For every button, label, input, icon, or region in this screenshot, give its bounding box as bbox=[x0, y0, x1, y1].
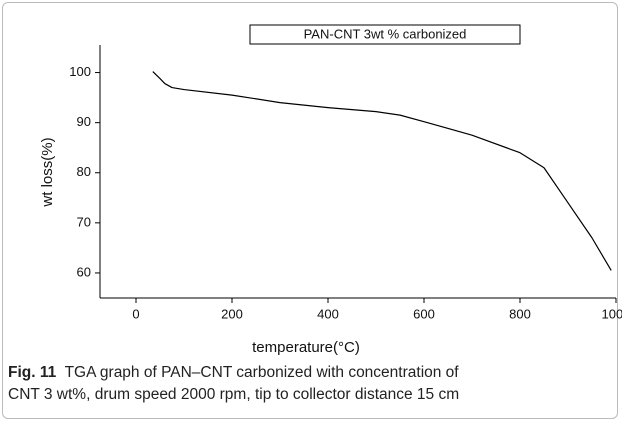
figure-frame bbox=[2, 2, 618, 419]
x-axis-label: temperature(°C) bbox=[252, 339, 360, 356]
y-tick-label: 100 bbox=[69, 64, 91, 79]
caption: Fig. 11 TGA graph of PAN–CNT carbonized … bbox=[8, 362, 614, 406]
caption-label: Fig. 11 bbox=[8, 364, 57, 381]
x-tick-label: 400 bbox=[317, 306, 339, 321]
y-tick-label: 90 bbox=[77, 114, 91, 129]
caption-line: TGA graph of PAN–CNT carbonized with con… bbox=[64, 364, 459, 381]
x-tick-label: 800 bbox=[509, 306, 531, 321]
x-tick-label: 0 bbox=[132, 306, 139, 321]
caption-line: CNT 3 wt%, drum speed 2000 rpm, tip to c… bbox=[8, 386, 460, 403]
chart: PAN-CNT 3wt % carbonized temperature(°C)… bbox=[39, 24, 622, 356]
x-tick-label: 600 bbox=[413, 306, 435, 321]
legend-text: PAN-CNT 3wt % carbonized bbox=[304, 26, 467, 41]
y-tick-label: 60 bbox=[77, 264, 91, 279]
y-tick-label: 70 bbox=[77, 214, 91, 229]
y-tick-label: 80 bbox=[77, 164, 91, 179]
legend-box bbox=[249, 24, 521, 45]
x-tick-label: 200 bbox=[221, 306, 243, 321]
data-line bbox=[152, 71, 612, 271]
y-axis-label: wt loss(%) bbox=[39, 137, 56, 207]
